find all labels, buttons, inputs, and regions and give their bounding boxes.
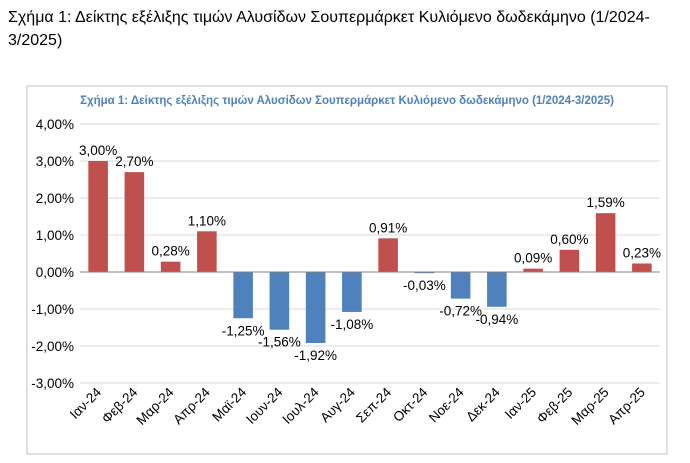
y-tick-label: 1,00%	[36, 228, 74, 243]
data-label: 2,70%	[115, 154, 153, 169]
bar-Μαρ-25	[595, 213, 616, 272]
data-label: 0,23%	[623, 245, 661, 260]
bar-Ιαν-24	[88, 161, 108, 272]
bar-Ιουλ-24	[305, 272, 326, 344]
bar-Δεκ-24	[487, 272, 507, 307]
bar-Φεβ-25	[559, 249, 580, 272]
chart-title: Σχήμα 1: Δείκτης εξέλιξης τιμών Αλυσίδων…	[80, 95, 614, 107]
y-tick-label: -1,00%	[31, 302, 74, 317]
bar-Απρ-24	[197, 231, 217, 272]
data-label: 1,59%	[586, 195, 624, 210]
data-label: -1,92%	[294, 348, 337, 363]
data-label: -1,25%	[222, 323, 265, 338]
data-label: -1,08%	[330, 317, 373, 332]
bar-Ιουν-24	[269, 272, 290, 330]
data-labels: 3,00%2,70% 0,28% 1,10% -1,25%-1,56%-1,92% -1…	[79, 143, 661, 363]
bar-Νοε-24	[450, 272, 471, 299]
bar-Ιαν-25	[523, 268, 543, 272]
y-tick-label: 4,00%	[36, 117, 74, 132]
data-label: 0,28%	[151, 244, 189, 259]
data-label: -0,03%	[403, 278, 446, 293]
bar-Φεβ-24	[124, 172, 145, 272]
bar-Μαρ-24	[160, 261, 181, 272]
bar-Απρ-25	[632, 263, 652, 272]
data-label: 0,09%	[514, 251, 552, 266]
y-tick-label: 3,00%	[36, 154, 74, 169]
y-axis-ticks: 4,00% 3,00% 2,00% 1,00% 0,00% -1,00% -2,00% -3,…	[31, 117, 74, 391]
document-caption: Σχήμα 1: Δείκτης εξέλιξης τιμών Αλυσίδων…	[8, 9, 650, 49]
data-label: 0,91%	[369, 220, 407, 235]
data-label: -1,56%	[258, 335, 301, 350]
gridlines	[80, 123, 660, 384]
bar-Μαϊ-24	[233, 272, 253, 319]
y-tick-label: -2,00%	[31, 339, 74, 354]
data-label: 1,10%	[188, 213, 226, 228]
data-label: -0,94%	[475, 312, 518, 327]
y-tick-label: 2,00%	[36, 191, 74, 206]
bar-Αυγ-24	[342, 272, 362, 312]
data-label: 3,00%	[79, 143, 117, 158]
y-tick-label: 0,00%	[36, 265, 74, 280]
y-tick-label: -3,00%	[31, 376, 74, 391]
bar-Σεπ-24	[378, 238, 398, 272]
bar-Οκτ-24	[414, 272, 435, 274]
data-label: -0,72%	[439, 304, 482, 319]
bars	[88, 161, 652, 344]
data-label: 0,60%	[550, 232, 588, 247]
